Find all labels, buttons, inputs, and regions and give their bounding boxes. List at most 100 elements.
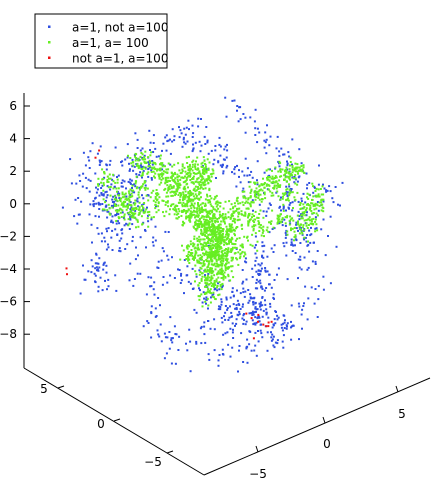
data-point [97,183,99,186]
data-point [141,158,144,161]
data-point [142,170,145,173]
data-point [269,135,272,138]
data-point [209,267,212,270]
data-point [190,168,193,170]
data-point [311,202,314,205]
data-point [221,237,224,240]
data-point [225,225,228,228]
data-point [99,203,102,206]
data-point [254,287,257,290]
z-tick-label: −8 [0,327,17,341]
data-point [285,254,288,257]
data-point [224,222,226,225]
data-point [278,165,281,168]
data-point [307,218,310,221]
data-point [218,254,221,257]
data-point [250,349,253,352]
data-point [259,323,262,326]
data-point [181,211,184,213]
data-point [222,274,225,277]
data-point [213,158,216,161]
data-point [211,260,213,263]
data-point [133,191,136,194]
data-point [148,165,151,168]
data-point [223,315,225,318]
data-point [203,184,206,187]
data-point [187,280,190,283]
data-point [270,286,273,289]
data-point [307,297,310,300]
data-point [209,245,212,247]
data-point [138,206,141,209]
data-point [191,267,194,270]
data-point [216,285,219,287]
data-point [197,254,200,257]
data-point [119,250,122,253]
data-point [198,205,200,208]
data-point [290,320,292,323]
data-point [215,239,218,242]
data-point [256,183,259,186]
data-point [252,209,254,212]
data-point [192,225,195,228]
data-point [121,211,124,214]
data-point [173,277,176,279]
data-point [132,164,135,167]
data-point [106,179,109,181]
data-point [149,149,151,151]
data-point [218,264,221,267]
data-point [254,252,257,255]
data-point [291,250,294,252]
data-point [233,202,236,205]
data-point [168,188,171,191]
data-point [195,340,198,343]
data-point [204,187,207,190]
data-point [65,267,68,270]
data-point [194,172,197,175]
data-point [106,230,108,233]
data-point [271,209,274,212]
data-point [176,176,179,178]
data-point [188,163,191,166]
data-point [210,197,213,200]
data-point [156,192,159,195]
data-point [242,246,244,249]
data-point [320,209,323,212]
data-point [243,313,245,315]
data-point [204,162,206,165]
data-point [284,231,287,234]
data-point [227,343,230,346]
data-point [171,256,173,259]
data-point [203,168,206,171]
data-point [173,179,176,182]
data-point [210,285,213,287]
data-point [135,157,137,159]
data-point [208,218,211,221]
data-point [238,211,241,214]
data-point [103,208,106,211]
data-point [204,226,207,229]
data-point [212,255,214,258]
data-point [227,216,230,219]
data-point [223,249,226,252]
data-point [106,216,109,219]
data-point [155,205,157,208]
data-point [204,252,207,255]
data-point [122,200,125,203]
data-point [155,189,158,191]
data-point [328,185,331,188]
data-point [218,245,221,248]
data-point [137,157,140,160]
data-point [103,171,106,173]
right-axis-tick-mark [255,445,259,453]
data-point [171,128,174,131]
data-point [174,194,177,197]
data-point [198,207,201,210]
data-point [255,256,258,259]
data-point [236,289,238,292]
data-point [209,279,212,282]
data-point [240,252,243,255]
data-point [161,247,164,250]
data-point [170,176,173,179]
data-point [101,178,104,181]
